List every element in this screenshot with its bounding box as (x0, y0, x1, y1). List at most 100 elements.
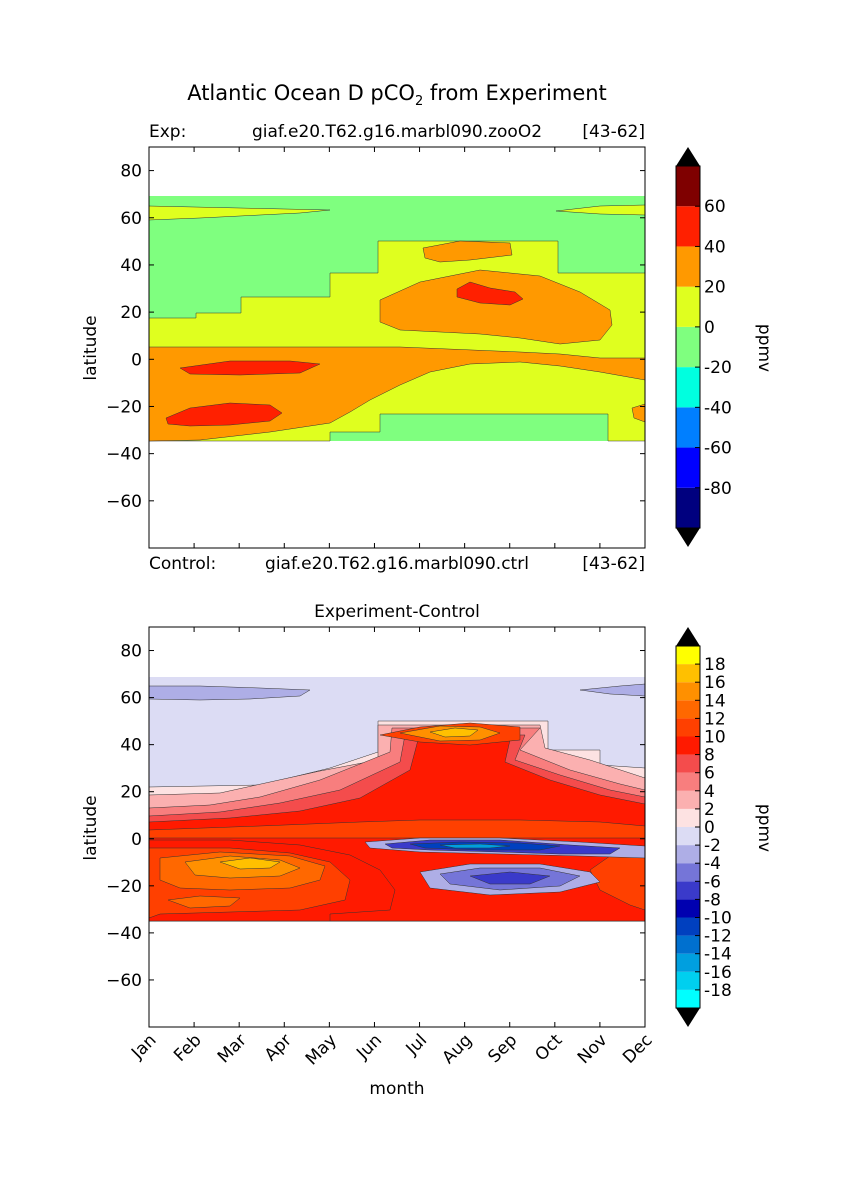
bottom-colorbar-tick-label: -18 (704, 981, 732, 1001)
bottom-colorbar-swatch (676, 899, 700, 918)
bot-region-level-2-eq (439, 843, 511, 849)
bottom-y-ticks: 80 60 40 20 0 −20 −40 −60 (106, 642, 645, 991)
bottom-ylabel: latitude (81, 795, 101, 860)
bottom-colorbar-tick-label: -16 (704, 963, 732, 983)
top-colorbar-swatch (676, 206, 700, 247)
top-region-level-5-north (149, 205, 331, 221)
bottom-colorbar-swatch (676, 881, 700, 900)
bottom-colorbar-tick-label: 2 (704, 800, 715, 820)
top-colorbar-swatch (676, 487, 700, 528)
top-colorbar-tick-label: -20 (704, 358, 732, 378)
bot-region-level-6-south (469, 871, 551, 885)
bottom-colorbar-tick-label: 14 (704, 691, 726, 711)
bot-region-level-18-north (429, 727, 479, 738)
bottom-colorbar-swatch (676, 682, 700, 701)
bottom-colorbar-swatch (676, 736, 700, 755)
bot-region-level-15-band (149, 819, 645, 839)
top-colorbar-swatch (676, 407, 700, 448)
bottom-heatmap (149, 677, 645, 922)
bottom-colorbar-swatch (676, 953, 700, 972)
bottom-colorbar-tick-label: 4 (704, 782, 715, 802)
top-colorbar-tick-label: 20 (704, 278, 726, 298)
bot-region-level-8-northeast (579, 683, 645, 697)
figure-title: Atlantic Ocean D pCO2 from Experiment (187, 81, 607, 109)
top-colorbar-swatch (676, 166, 700, 207)
bottom-colorbar-label: ppmv (754, 804, 774, 852)
bottom-colorbar-swatch (676, 772, 700, 791)
bottom-ytick-label: 60 (120, 689, 142, 709)
top-region-level-6-north (422, 240, 513, 263)
top-colorbar-extend-min (676, 528, 700, 547)
top-region-level-7-a (179, 360, 321, 376)
top-colorbar-tick-label: 40 (704, 237, 726, 257)
bottom-xtick-label: Aug (439, 1030, 477, 1068)
bottom-ytick-label: 40 (120, 736, 142, 756)
bottom-colorbar-swatch (676, 971, 700, 990)
top-region-level-6-mid (379, 269, 613, 345)
top-axes-frame (148, 146, 646, 549)
top-colorbar: 60 40 20 0 -20 -40 -60 -80 (675, 147, 732, 547)
bottom-xtick-label: Jan (127, 1030, 160, 1063)
bottom-colorbar-tick-label: 8 (704, 746, 715, 766)
bottom-panel: Experiment-Control (81, 602, 774, 1099)
bottom-colorbar-swatch (676, 989, 700, 1008)
bottom-colorbar-extend-max (676, 627, 700, 646)
top-region-level-5-northeast (555, 204, 645, 216)
bottom-colorbar-swatch (676, 827, 700, 846)
top-colorbar-extend-max (676, 147, 700, 166)
top-x-ticks (148, 147, 646, 548)
bottom-colorbar-swatch (676, 790, 700, 809)
bottom-colorbar-extend-min (676, 1008, 700, 1027)
top-region-level-7-b (165, 402, 283, 427)
top-colorbar-swatch (676, 447, 700, 488)
bot-region-level-16-southwest (167, 895, 241, 909)
bottom-ytick-label: 80 (120, 642, 142, 662)
bottom-colorbar-tick-label: 12 (704, 709, 726, 729)
top-ytick-label: 40 (120, 256, 142, 276)
bottom-colorbar-swatch (676, 718, 700, 737)
bottom-ytick-label: 20 (120, 783, 142, 803)
bottom-ytick-label: −40 (106, 924, 142, 944)
bottom-colorbar-swatch (676, 935, 700, 954)
exp-years: [43-62] (582, 122, 645, 142)
bottom-colorbar-tick-label: 6 (704, 764, 715, 784)
bottom-ytick-label: 0 (131, 830, 142, 850)
bottom-ytick-label: −20 (106, 877, 142, 897)
top-ytick-label: −20 (106, 397, 142, 417)
bottom-colorbar-tick-label: 0 (704, 818, 715, 838)
bottom-colorbar-tick-label: 18 (704, 655, 726, 675)
bottom-xlabel: month (369, 1079, 424, 1099)
exp-label: Exp: (149, 122, 186, 142)
bottom-colorbar-tick-label: 16 (704, 673, 726, 693)
bottom-colorbar-tick-label: -4 (704, 854, 721, 874)
top-colorbar-tick-label: 0 (704, 318, 715, 338)
bottom-colorbar-swatch (676, 845, 700, 864)
bottom-colorbar-swatch (676, 917, 700, 936)
bot-region-level-8-north (149, 685, 311, 701)
bottom-xtick-label: Jun (352, 1030, 386, 1064)
exp-case: giaf.e20.T62.g16.marbl090.zooO2 (252, 122, 542, 142)
bottom-xtick-label: Mar (214, 1030, 251, 1067)
top-region-level-7-c (456, 281, 524, 306)
top-ytick-label: −40 (106, 445, 142, 465)
bottom-colorbar-swatch (676, 808, 700, 827)
top-colorbar-swatch (676, 367, 700, 408)
bottom-colorbar-tick-label: -2 (704, 836, 721, 856)
top-ytick-label: 0 (131, 350, 142, 370)
top-heatmap (149, 196, 645, 442)
bottom-colorbar-tick-label: -10 (704, 909, 732, 929)
top-colorbar-tick-label: -40 (704, 398, 732, 418)
bottom-xtick-label: Jul (402, 1030, 431, 1059)
top-ytick-label: 80 (120, 162, 142, 182)
bottom-colorbar-swatch (676, 664, 700, 683)
bottom-colorbar-swatch (676, 700, 700, 719)
bottom-colorbar-swatch (676, 863, 700, 882)
bottom-colorbar-swatch (676, 754, 700, 773)
ctrl-years: [43-62] (582, 554, 645, 574)
top-colorbar-swatch (676, 286, 700, 327)
bottom-xtick-label: May (302, 1030, 341, 1069)
bottom-xtick-label: Sep (484, 1030, 521, 1067)
bottom-title: Experiment-Control (314, 602, 480, 622)
